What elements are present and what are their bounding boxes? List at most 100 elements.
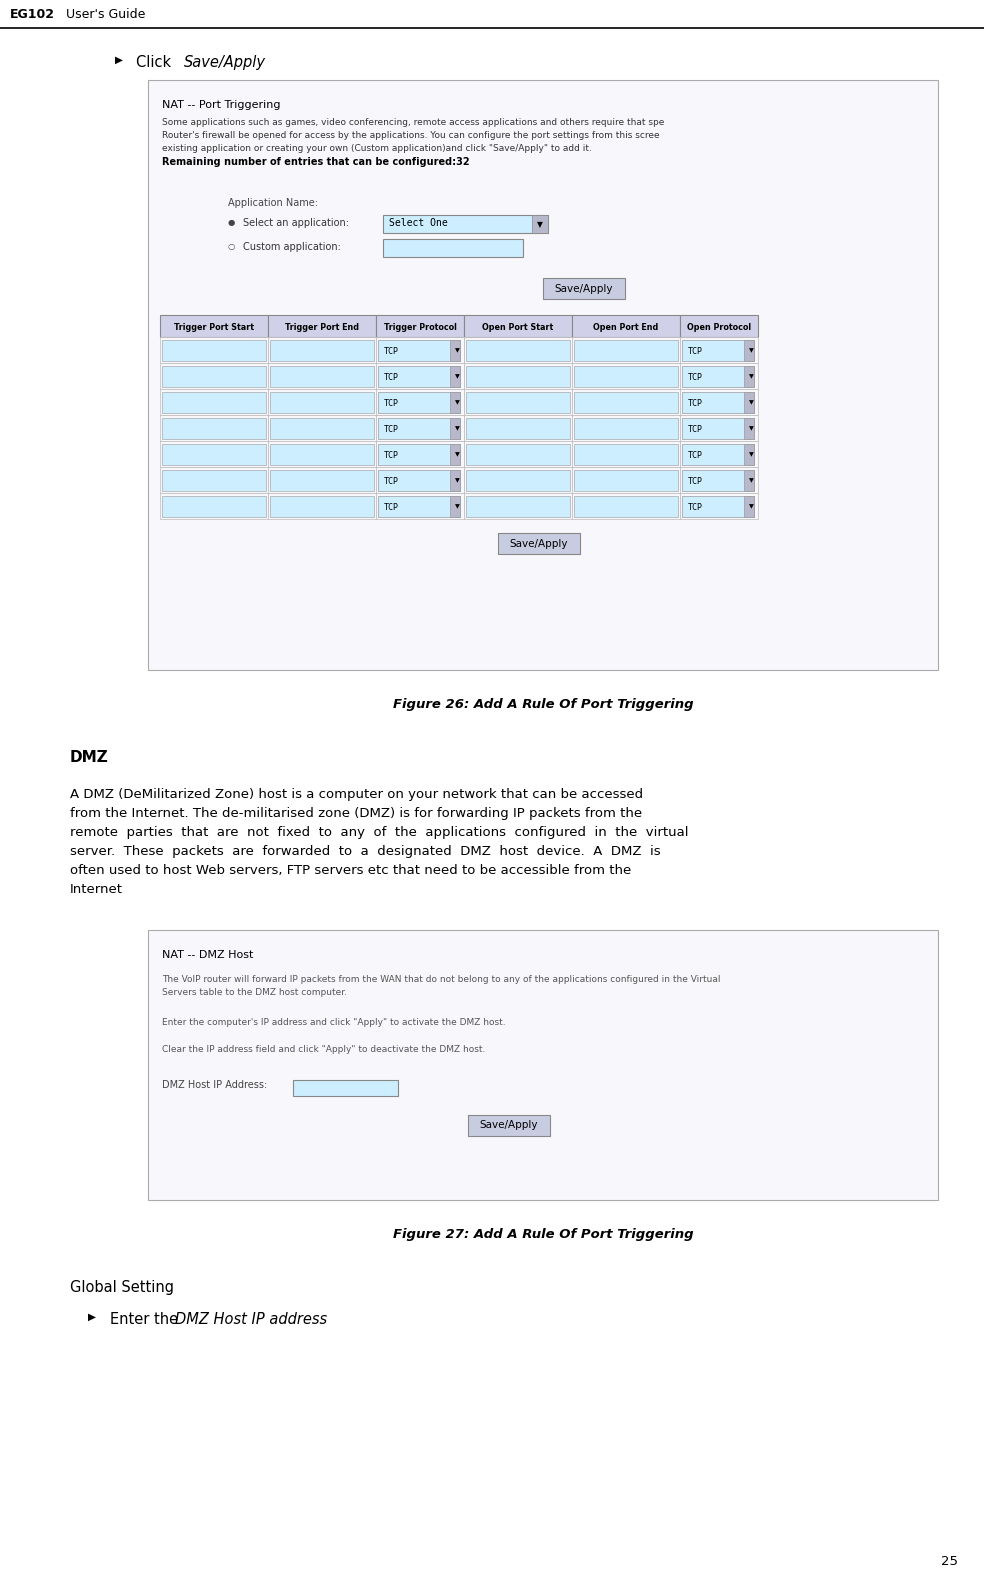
FancyBboxPatch shape [270, 418, 374, 439]
Text: Enter the computer's IP address and click "Apply" to activate the DMZ host.: Enter the computer's IP address and clic… [162, 1018, 506, 1027]
Text: TCP: TCP [688, 424, 703, 434]
Text: ○: ○ [228, 241, 235, 251]
Text: ▼: ▼ [455, 349, 460, 353]
Text: remote  parties  that  are  not  fixed  to  any  of  the  applications  configur: remote parties that are not fixed to any… [70, 825, 689, 839]
Text: ▼: ▼ [749, 453, 754, 458]
Text: Some applications such as games, video conferencing, remote access applications : Some applications such as games, video c… [162, 118, 664, 126]
FancyBboxPatch shape [574, 470, 678, 491]
FancyBboxPatch shape [162, 443, 266, 466]
FancyBboxPatch shape [268, 440, 376, 467]
FancyBboxPatch shape [378, 418, 460, 439]
FancyBboxPatch shape [682, 339, 754, 361]
Text: 25: 25 [941, 1554, 958, 1569]
Text: ▼: ▼ [455, 401, 460, 406]
Text: EG102: EG102 [10, 8, 55, 21]
FancyBboxPatch shape [376, 492, 464, 519]
Text: User's Guide: User's Guide [62, 8, 146, 21]
Text: server.  These  packets  are  forwarded  to  a  designated  DMZ  host  device.  : server. These packets are forwarded to a… [70, 844, 660, 858]
Text: ▼: ▼ [455, 426, 460, 431]
Text: TCP: TCP [688, 450, 703, 459]
FancyBboxPatch shape [270, 470, 374, 491]
FancyBboxPatch shape [376, 440, 464, 467]
Text: TCP: TCP [384, 347, 399, 355]
FancyBboxPatch shape [572, 415, 680, 440]
FancyBboxPatch shape [466, 418, 570, 439]
FancyBboxPatch shape [466, 366, 570, 387]
Text: Save/Apply: Save/Apply [184, 55, 266, 69]
FancyBboxPatch shape [572, 316, 680, 338]
FancyBboxPatch shape [376, 415, 464, 440]
FancyBboxPatch shape [383, 238, 523, 257]
Text: Router's firewall be opened for access by the applications. You can configure th: Router's firewall be opened for access b… [162, 131, 659, 140]
Text: Open Port Start: Open Port Start [482, 322, 554, 331]
FancyBboxPatch shape [162, 339, 266, 361]
FancyBboxPatch shape [498, 533, 580, 554]
FancyBboxPatch shape [468, 1116, 550, 1136]
FancyBboxPatch shape [160, 467, 268, 492]
Text: Select an application:: Select an application: [243, 218, 349, 227]
FancyBboxPatch shape [270, 443, 374, 466]
FancyBboxPatch shape [682, 443, 754, 466]
Text: TCP: TCP [384, 372, 399, 382]
FancyBboxPatch shape [376, 390, 464, 415]
FancyBboxPatch shape [268, 492, 376, 519]
FancyBboxPatch shape [682, 366, 754, 387]
FancyBboxPatch shape [378, 470, 460, 491]
Text: Open Protocol: Open Protocol [687, 322, 751, 331]
Text: Remaining number of entries that can be configured:32: Remaining number of entries that can be … [162, 156, 469, 167]
Text: Trigger Protocol: Trigger Protocol [384, 322, 457, 331]
FancyBboxPatch shape [682, 418, 754, 439]
FancyBboxPatch shape [376, 363, 464, 390]
Text: NAT -- Port Triggering: NAT -- Port Triggering [162, 99, 280, 110]
FancyBboxPatch shape [450, 443, 460, 466]
FancyBboxPatch shape [450, 339, 460, 361]
Text: DMZ Host IP address: DMZ Host IP address [175, 1311, 327, 1327]
Text: NAT -- DMZ Host: NAT -- DMZ Host [162, 950, 253, 959]
FancyBboxPatch shape [160, 338, 268, 363]
Text: from the Internet. The de-militarised zone (DMZ) is for forwarding IP packets fr: from the Internet. The de-militarised zo… [70, 806, 643, 821]
Text: ▶: ▶ [115, 55, 123, 65]
FancyBboxPatch shape [680, 467, 758, 492]
FancyBboxPatch shape [574, 443, 678, 466]
FancyBboxPatch shape [574, 339, 678, 361]
Text: ▼: ▼ [455, 453, 460, 458]
Text: TCP: TCP [384, 399, 399, 407]
FancyBboxPatch shape [464, 363, 572, 390]
FancyBboxPatch shape [682, 495, 754, 518]
FancyBboxPatch shape [376, 338, 464, 363]
FancyBboxPatch shape [464, 316, 572, 338]
FancyBboxPatch shape [680, 415, 758, 440]
FancyBboxPatch shape [744, 443, 754, 466]
Text: ▼: ▼ [749, 374, 754, 379]
FancyBboxPatch shape [466, 391, 570, 413]
FancyBboxPatch shape [383, 215, 548, 234]
Text: Figure 27: Add A Rule Of Port Triggering: Figure 27: Add A Rule Of Port Triggering [393, 1228, 694, 1240]
FancyBboxPatch shape [680, 440, 758, 467]
Text: Select One: Select One [389, 218, 448, 227]
FancyBboxPatch shape [466, 443, 570, 466]
FancyBboxPatch shape [572, 467, 680, 492]
FancyBboxPatch shape [572, 492, 680, 519]
FancyBboxPatch shape [162, 366, 266, 387]
FancyBboxPatch shape [268, 415, 376, 440]
FancyBboxPatch shape [378, 495, 460, 518]
FancyBboxPatch shape [464, 390, 572, 415]
FancyBboxPatch shape [268, 467, 376, 492]
FancyBboxPatch shape [744, 495, 754, 518]
FancyBboxPatch shape [450, 366, 460, 387]
FancyBboxPatch shape [160, 316, 268, 338]
Text: TCP: TCP [384, 450, 399, 459]
Text: The VoIP router will forward IP packets from the WAN that do not belong to any o: The VoIP router will forward IP packets … [162, 975, 720, 985]
Text: ▼: ▼ [749, 349, 754, 353]
FancyBboxPatch shape [572, 440, 680, 467]
Text: TCP: TCP [384, 477, 399, 486]
FancyBboxPatch shape [682, 391, 754, 413]
Text: Servers table to the DMZ host computer.: Servers table to the DMZ host computer. [162, 988, 347, 997]
FancyBboxPatch shape [450, 495, 460, 518]
Text: Trigger Port Start: Trigger Port Start [174, 322, 254, 331]
FancyBboxPatch shape [543, 278, 625, 298]
Text: DMZ Host IP Address:: DMZ Host IP Address: [162, 1079, 268, 1090]
FancyBboxPatch shape [268, 390, 376, 415]
FancyBboxPatch shape [268, 363, 376, 390]
FancyBboxPatch shape [148, 929, 938, 1199]
